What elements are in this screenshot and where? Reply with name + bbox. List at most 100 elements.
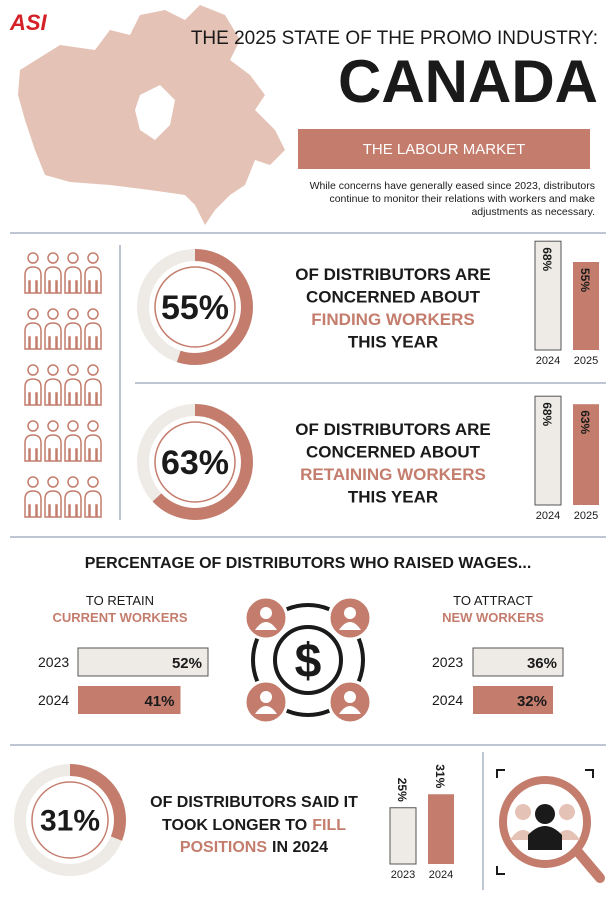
person-icon [24, 434, 42, 462]
person-icon [84, 378, 102, 406]
bar [573, 404, 599, 505]
logo: ASI [9, 10, 48, 35]
person-icon [24, 378, 42, 406]
statement: OF DISTRIBUTORS ARE [295, 265, 491, 284]
bar [472, 647, 564, 677]
statement: OF DISTRIBUTORS SAID IT [150, 794, 358, 811]
section-title: THE LABOUR MARKET [363, 141, 526, 158]
bar-label: 31% [433, 764, 447, 788]
magnifier-icon [496, 769, 605, 883]
statement-part: IN 2024 [272, 839, 328, 856]
person-icon [44, 266, 62, 294]
worker-badge-head [344, 607, 356, 619]
person-icon [24, 322, 42, 350]
person-icon [84, 434, 102, 462]
donut-arc [14, 764, 126, 876]
bar-year: 2025 [574, 510, 598, 522]
bar-label: 68% [540, 402, 554, 426]
person-icon [84, 490, 102, 518]
person-icon [44, 378, 62, 406]
section-banner [298, 129, 590, 169]
bar-label: 68% [540, 247, 554, 271]
donut-label: 55% [161, 289, 229, 327]
bar-label: 55% [578, 268, 592, 292]
person-icon [47, 364, 59, 376]
bar-year: 2023 [38, 654, 69, 670]
person-icon [87, 308, 99, 320]
donut-inner [154, 266, 236, 348]
bar-year: 2024 [429, 869, 453, 881]
bar-year: 2024 [536, 510, 560, 522]
person-icon [44, 322, 62, 350]
group-highlight: NEW WORKERS [442, 610, 544, 625]
group-lead: TO RETAIN [86, 593, 154, 608]
person-icon [44, 490, 62, 518]
statement: POSITIONS IN 2024 [180, 839, 328, 856]
bar-year: 2023 [432, 654, 463, 670]
worker-badge-body [255, 706, 277, 714]
bar [428, 794, 454, 864]
person-icon [64, 378, 82, 406]
donut-inner [154, 421, 236, 503]
worker-badge-head [344, 691, 356, 703]
person-icon [44, 434, 62, 462]
statement-highlight: FILL [312, 817, 346, 834]
person-icon [67, 308, 79, 320]
person-icon [87, 476, 99, 488]
statement: FINDING WORKERS [311, 310, 474, 329]
bar-label: 52% [172, 655, 202, 672]
person-icon [84, 322, 102, 350]
bar [534, 395, 562, 506]
person-icon [47, 476, 59, 488]
statement: THIS YEAR [348, 333, 438, 352]
dividers [10, 232, 606, 890]
person-icon [87, 252, 99, 264]
statement: RETAINING WORKERS [300, 465, 486, 484]
person-icon [67, 420, 79, 432]
person-icon [67, 252, 79, 264]
bar-year: 2024 [38, 692, 69, 708]
person-icon [67, 476, 79, 488]
worker-badge-body [255, 622, 277, 630]
statement-highlight: POSITIONS [180, 839, 267, 856]
wages-title: PERCENTAGE OF DISTRIBUTORS WHO RAISED WA… [85, 555, 532, 572]
statement: TOOK LONGER TO FILL [162, 817, 346, 834]
person-icon [84, 266, 102, 294]
bar-label: 25% [395, 778, 409, 802]
wage-icon-core [273, 625, 343, 695]
person-icon [67, 364, 79, 376]
bar-label: 36% [527, 655, 557, 672]
donut-inner [31, 781, 109, 859]
donut-label: 31% [40, 805, 100, 838]
person-icon [87, 420, 99, 432]
person-icon [27, 420, 39, 432]
person-icon [47, 308, 59, 320]
bar [473, 686, 553, 714]
person-icon [24, 490, 42, 518]
bar-label: 32% [517, 693, 547, 710]
person-icon [27, 476, 39, 488]
person-icon [27, 364, 39, 376]
person-icon [64, 434, 82, 462]
person-icon [24, 266, 42, 294]
bar-label: 41% [144, 693, 174, 710]
bar [573, 262, 599, 350]
person-icon [27, 252, 39, 264]
bar [78, 686, 181, 714]
bar-year: 2024 [432, 692, 463, 708]
worker-badge-body [339, 706, 361, 714]
donut-label: 63% [161, 444, 229, 482]
wage-icon-symbol: $ [295, 635, 322, 688]
group-lead: TO ATTRACT [453, 593, 533, 608]
statement: CONCERNED ABOUT [306, 443, 481, 462]
donut-arc [137, 249, 253, 365]
bar-year: 2024 [536, 355, 560, 367]
bar [389, 807, 417, 865]
statement: CONCERNED ABOUT [306, 288, 481, 307]
statement-part: TOOK LONGER TO [162, 817, 307, 834]
donut-arc [137, 404, 253, 520]
hudson-bay [135, 85, 175, 140]
person-icon [64, 490, 82, 518]
bar-year: 2023 [391, 869, 415, 881]
title: THE 2025 STATE OF THE PROMO INDUSTRY: [191, 28, 598, 49]
